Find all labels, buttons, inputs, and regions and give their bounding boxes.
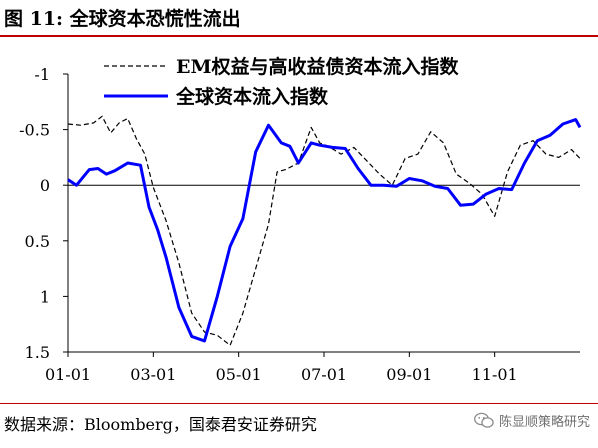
y-tick-label: 0 (40, 176, 50, 195)
y-tick-label: 1.5 (25, 343, 50, 362)
title-rule (0, 35, 598, 37)
y-tick-label: 0.5 (25, 232, 50, 251)
legend-label: EM权益与高收益债资本流入指数 (176, 55, 460, 78)
y-tick-label: -0.5 (19, 121, 50, 140)
x-tick-label: 07-01 (301, 365, 347, 384)
x-tick-label: 09-01 (386, 365, 432, 384)
x-tick-label: 01-01 (45, 365, 91, 384)
figure-title: 图 11: 全球资本恐慌性流出 (4, 8, 241, 30)
watermark-text: 陈显顺策略研究 (498, 415, 590, 430)
x-tick-label: 03-01 (130, 365, 176, 384)
watermark: 陈显顺策略研究 (474, 411, 590, 430)
series-line-em (67, 115, 581, 346)
wechat-icon (474, 412, 494, 428)
y-tick-label: 1 (40, 287, 50, 306)
y-tick-label: -1 (34, 65, 50, 84)
source-note: 数据来源：Bloomberg，国泰君安证券研究 (4, 415, 317, 434)
legend-label: 全球资本流入指数 (175, 85, 329, 108)
x-tick-label: 11-01 (472, 365, 518, 384)
x-tick-label: 05-01 (216, 365, 262, 384)
source-rule (0, 403, 598, 404)
line-chart: -1 -0.5 0 0.5 1 1.5 01-01 03-01 05-01 07-01 09-01 1… (19, 55, 582, 384)
series-line-global (67, 118, 582, 343)
